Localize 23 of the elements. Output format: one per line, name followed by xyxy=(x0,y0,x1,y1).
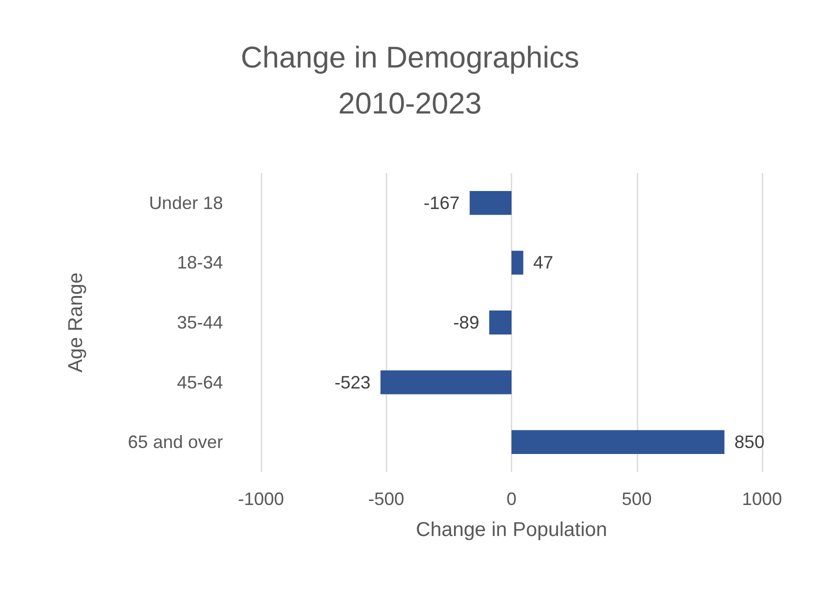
chart-title: Change in Demographics 2010-2023 xyxy=(240,42,580,120)
bar xyxy=(489,310,512,334)
data-label: -167 xyxy=(424,192,460,213)
x-axis-title: Change in Population xyxy=(416,519,608,541)
y-tick-label: 18-34 xyxy=(176,252,223,273)
bar xyxy=(512,430,724,454)
x-tick-label: 1000 xyxy=(742,489,782,509)
y-tick-label: 35-44 xyxy=(176,312,223,332)
bar xyxy=(380,370,512,394)
data-label: -523 xyxy=(334,372,370,392)
bar xyxy=(512,250,524,275)
y-tick-label: 65 and over xyxy=(128,432,223,452)
x-tick-label: -500 xyxy=(368,489,404,509)
x-tick-label: 500 xyxy=(622,489,652,509)
x-tick-label: -1000 xyxy=(238,489,284,509)
bar xyxy=(470,190,512,215)
y-axis-title: Age Range xyxy=(65,272,87,373)
data-label: -89 xyxy=(453,312,480,332)
data-label: 850 xyxy=(734,432,764,452)
data-label: 47 xyxy=(533,252,554,273)
y-tick-label: 45-64 xyxy=(176,372,223,392)
x-tick-label: 0 xyxy=(506,489,517,509)
y-tick-label: Under 18 xyxy=(148,192,223,213)
